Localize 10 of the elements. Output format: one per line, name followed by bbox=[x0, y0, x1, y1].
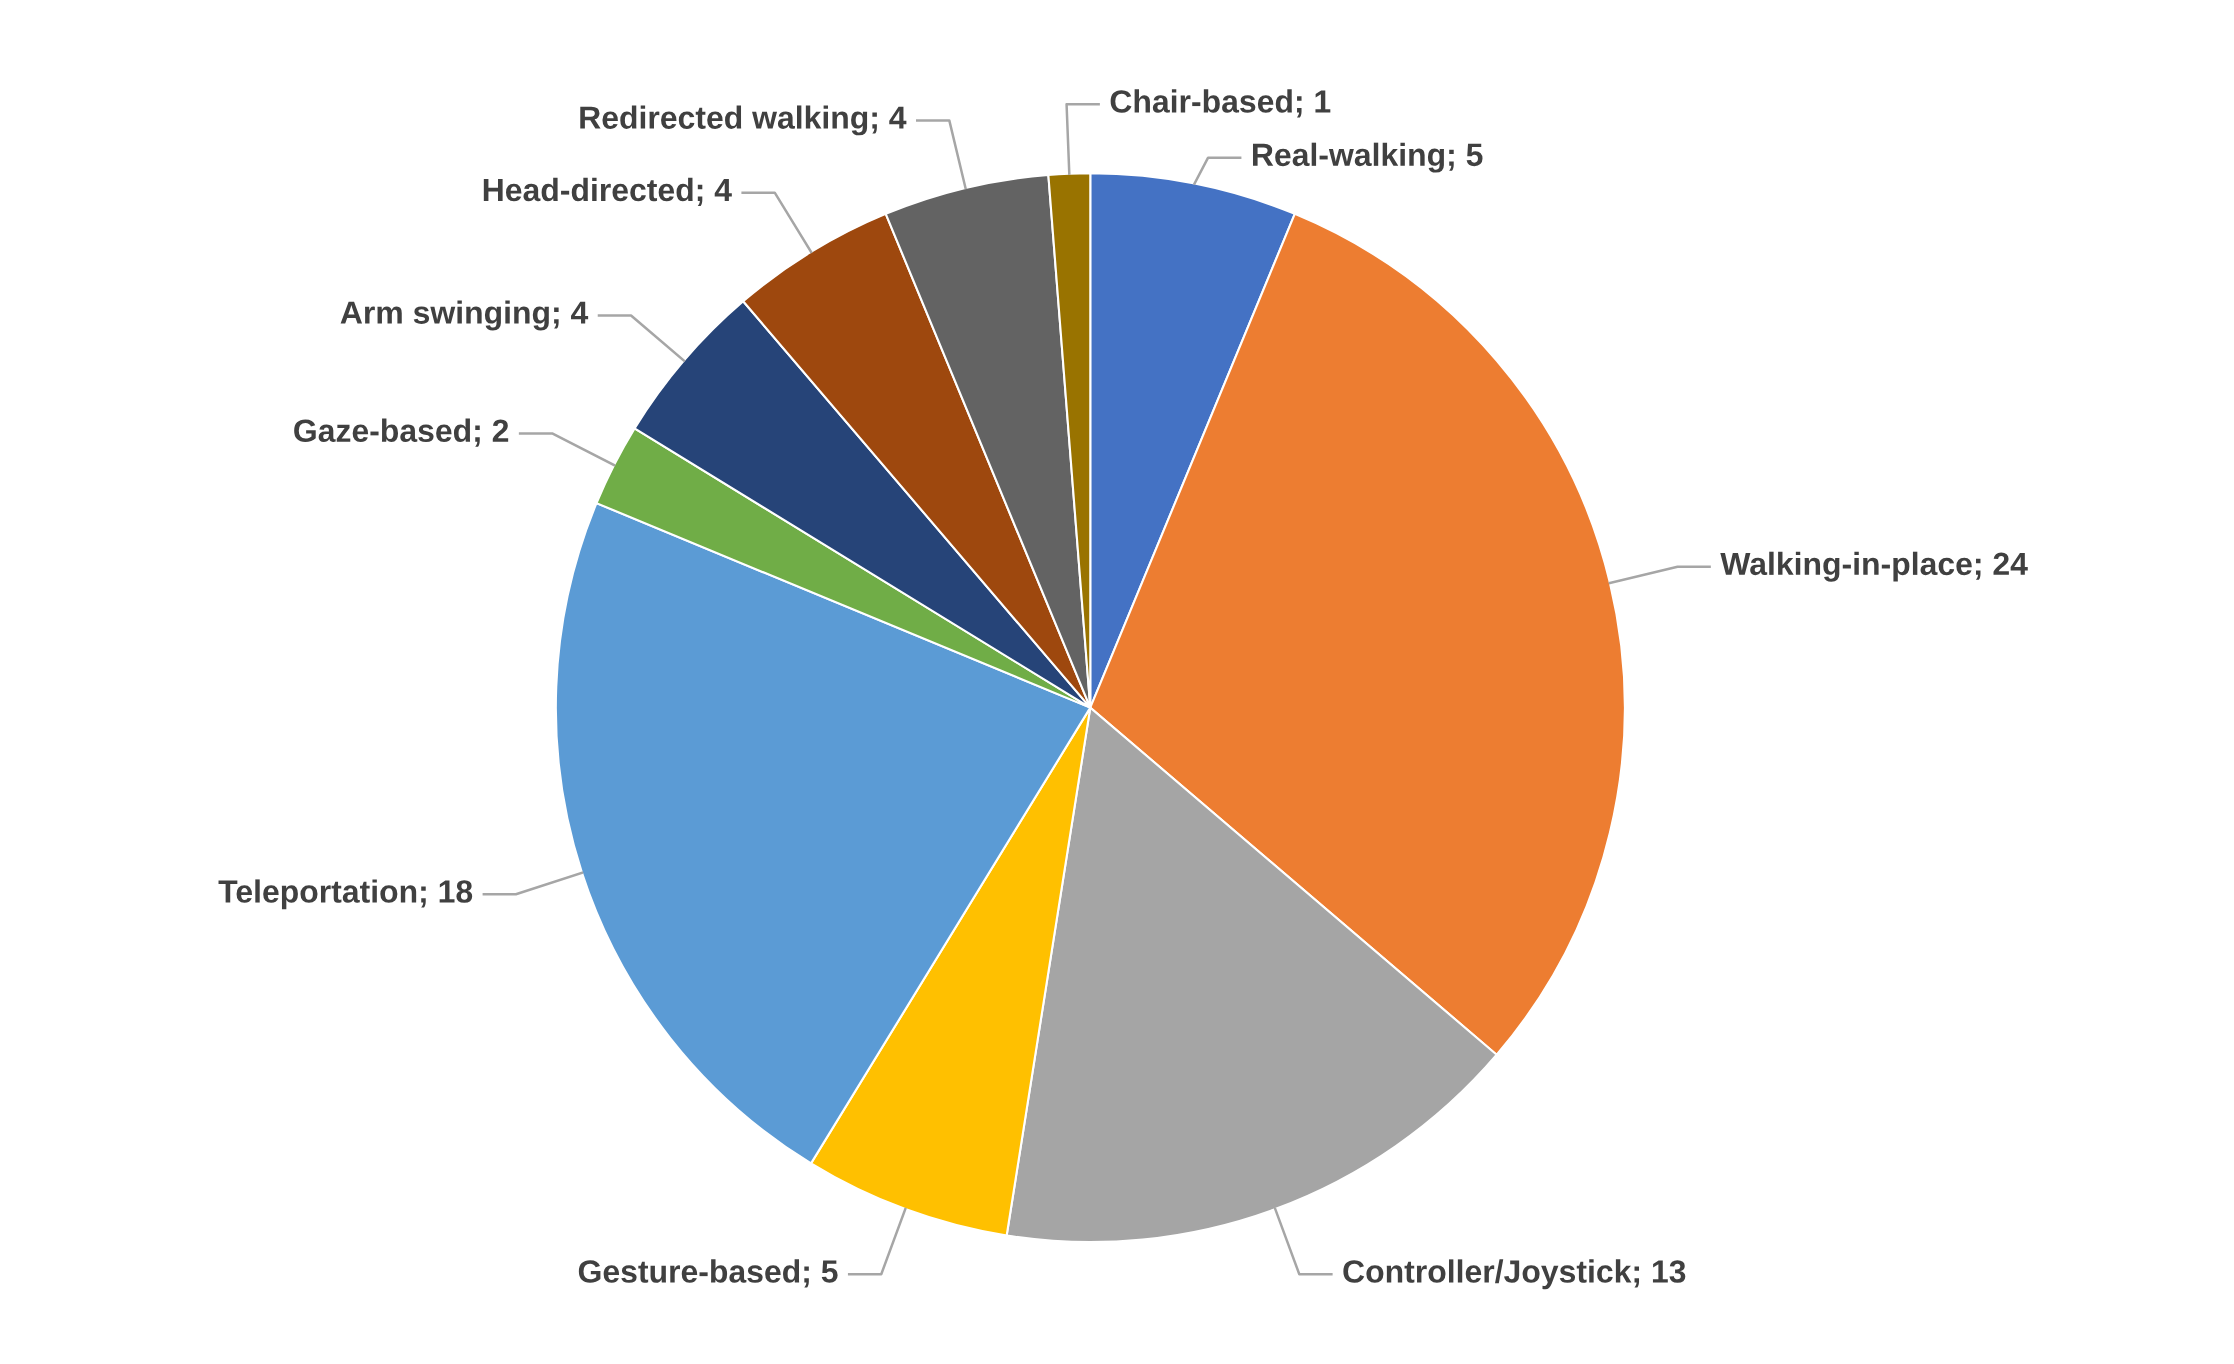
slice-label: Teleportation; 18 bbox=[218, 879, 473, 910]
slice-label: Head-directed; 4 bbox=[483, 177, 732, 206]
slice-label: Gesture-based; 5 bbox=[578, 1259, 838, 1288]
slice-label: Real-walking; 5 bbox=[1252, 142, 1483, 173]
slice-label: Arm swinging; 4 bbox=[340, 300, 589, 331]
slice-label: Walking-in-place; 24 bbox=[1720, 551, 2028, 582]
slice-label: Controller/Joystick; 13 bbox=[1343, 1259, 1686, 1290]
slice-label: Gaze-based; 2 bbox=[294, 418, 509, 447]
slice-label: Chair-based; 1 bbox=[1110, 89, 1331, 118]
slice-label: Redirected walking; 4 bbox=[580, 105, 907, 136]
